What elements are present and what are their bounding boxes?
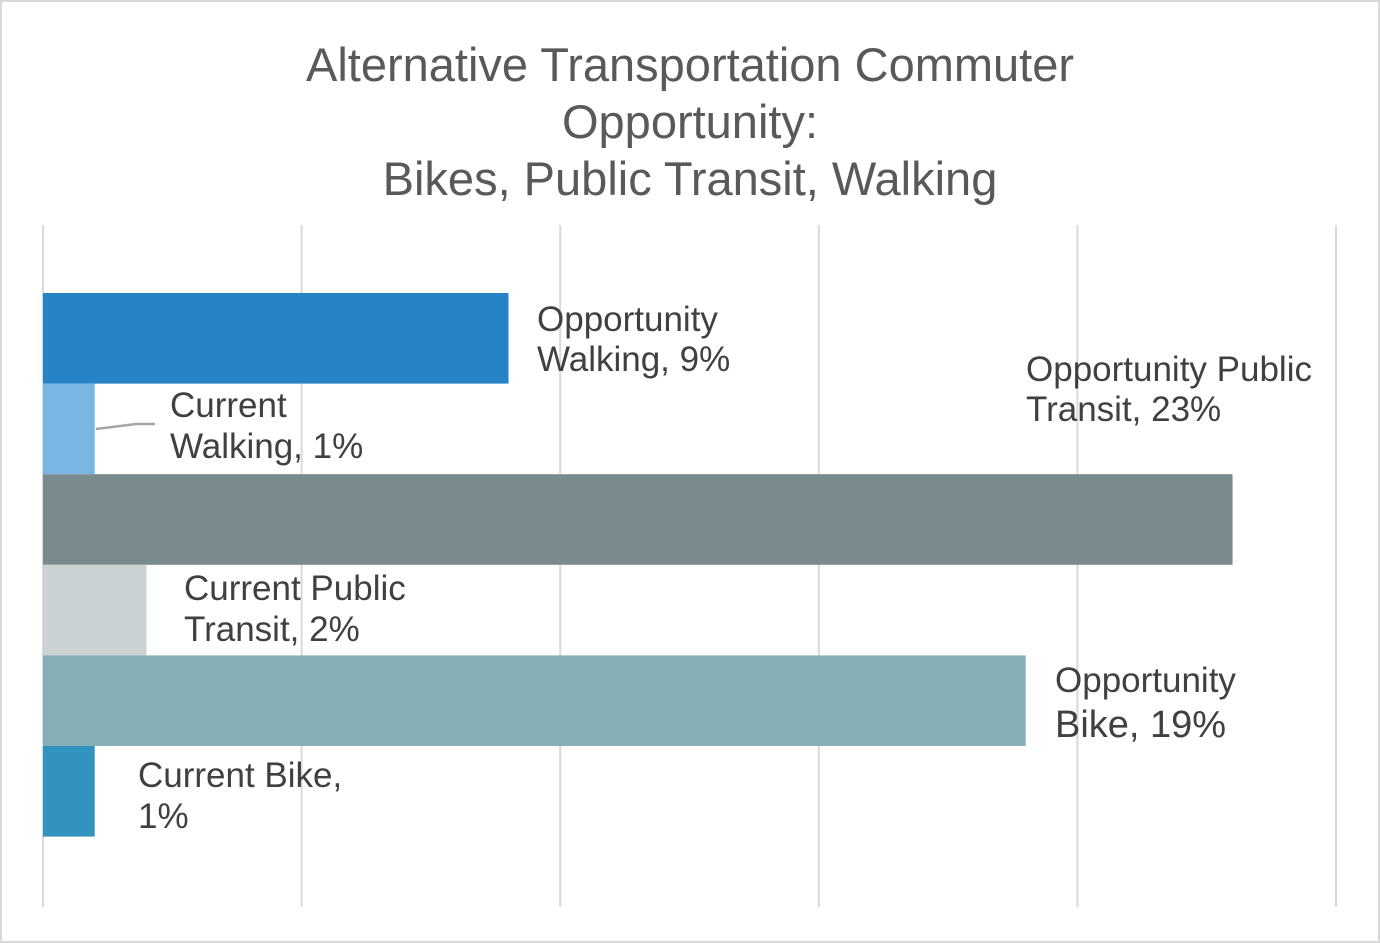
- data-labels: Opportunity Walking, 9% Current Walking, 1%…: [138, 300, 1312, 836]
- bar-current-walking: [43, 383, 95, 475]
- chart-title: Alternative Transportation Commuter Oppo…: [306, 38, 1074, 205]
- data-label-current-walking: Current Walking, 1%: [170, 386, 363, 466]
- leader-line-current-walking: [95, 422, 155, 431]
- data-label-opportunity-bike: Opportunity Bike, 19%: [1055, 661, 1236, 746]
- leader-lines: [95, 422, 155, 431]
- bar-opportunity-walking: [43, 293, 509, 384]
- data-label-opportunity-public-transit: Opportunity Public Transit, 23%: [1026, 350, 1312, 429]
- data-label-opportunity-walking: Opportunity Walking, 9%: [537, 300, 730, 379]
- bar-opportunity-bike: [43, 655, 1026, 746]
- data-label-current-bike: Current Bike, 1%: [138, 756, 342, 836]
- bar-current-public-transit: [43, 564, 147, 656]
- bar-opportunity-public-transit: [43, 474, 1233, 565]
- bar-current-bike: [43, 746, 95, 837]
- data-label-current-public-transit: Current Public Transit, 2%: [184, 569, 406, 649]
- bars: [43, 293, 1233, 837]
